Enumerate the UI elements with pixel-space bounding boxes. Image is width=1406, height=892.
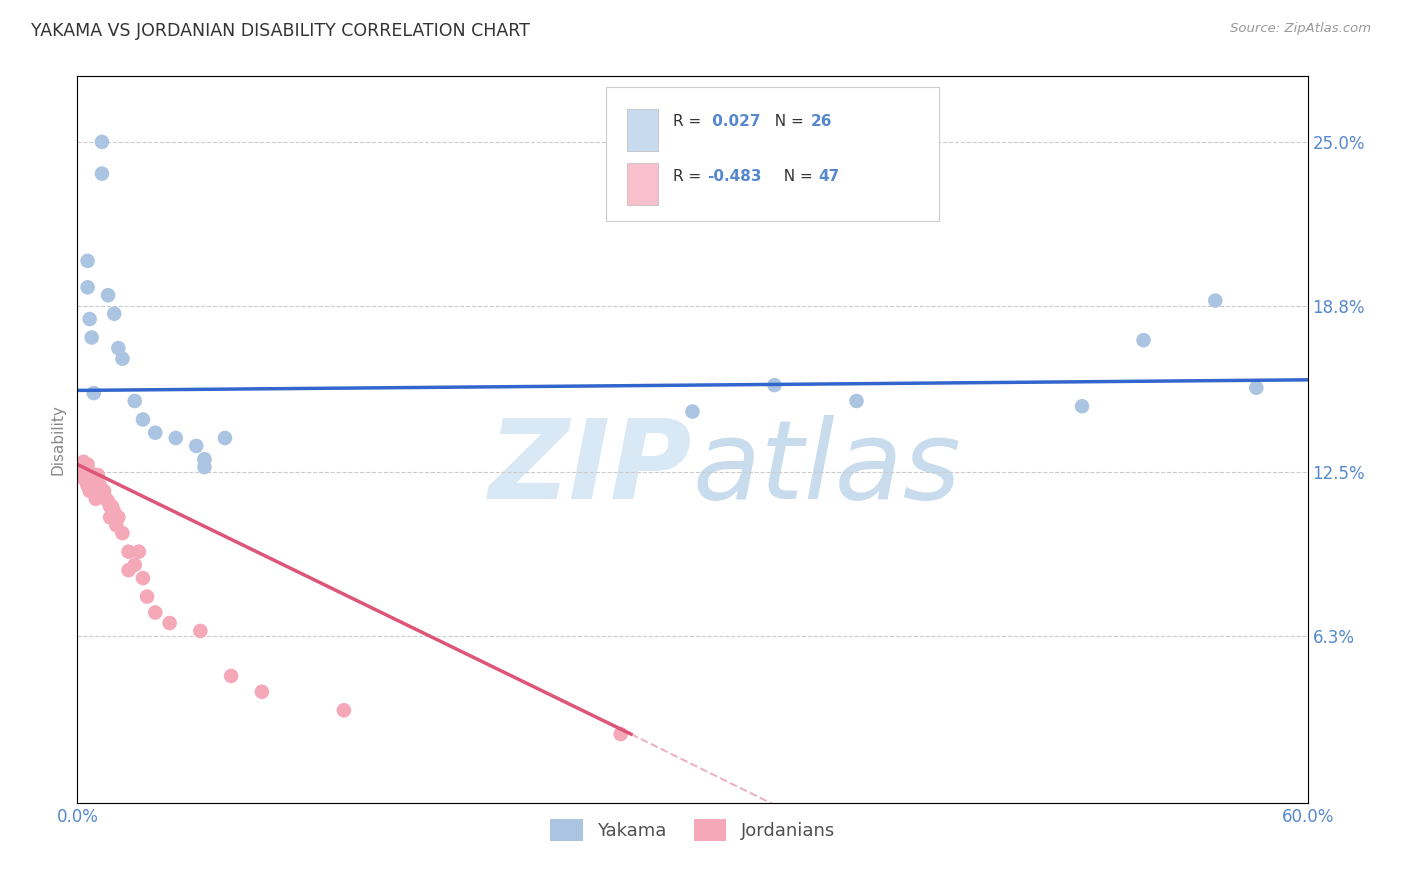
Text: 47: 47 [818,169,839,184]
Point [128,544,150,558]
Point [1246,381,1268,395]
Point [132,571,155,585]
Point [79,483,101,498]
Point [609,727,631,741]
Text: ZIP: ZIP [489,415,693,522]
Point [84,491,107,506]
Point [219,669,242,683]
Point [1132,333,1154,347]
Point [1204,293,1226,308]
FancyBboxPatch shape [606,87,939,221]
Point [87,489,110,503]
Point [682,404,704,418]
Point [124,394,146,409]
Text: R =: R = [673,169,706,184]
Point [186,439,208,453]
Point [83,483,105,498]
Point [1071,399,1094,413]
FancyBboxPatch shape [627,109,658,151]
Point [90,167,114,181]
Point [83,473,105,487]
Point [193,452,215,467]
Point [72,455,94,469]
Point [165,431,187,445]
Point [97,288,120,302]
Point [70,466,93,480]
Point [98,500,121,514]
Point [107,341,129,355]
Text: Source: ZipAtlas.com: Source: ZipAtlas.com [1230,22,1371,36]
Point [117,544,139,558]
Point [76,253,98,268]
Point [845,394,868,409]
Point [70,458,93,472]
Text: N =: N = [765,114,808,129]
Point [214,431,236,445]
Point [94,491,117,506]
Text: R =: R = [673,114,706,129]
Point [763,378,786,392]
Point [72,470,94,484]
Point [89,478,111,492]
Point [143,425,166,440]
Point [79,466,101,480]
Point [101,500,124,514]
Point [75,473,97,487]
Y-axis label: Disability: Disability [51,404,66,475]
Point [87,478,110,492]
Point [93,483,115,498]
Point [132,412,155,426]
Point [80,468,103,483]
Text: atlas: atlas [693,415,962,522]
Point [79,312,101,326]
Point [90,489,114,503]
Point [80,330,103,344]
FancyBboxPatch shape [627,163,658,205]
Point [98,510,121,524]
Text: -0.483: -0.483 [707,169,762,184]
Text: 0.027: 0.027 [707,114,761,129]
Point [159,615,181,630]
Point [80,478,103,492]
Text: 26: 26 [811,114,832,129]
Point [124,558,146,572]
Point [111,351,134,366]
Point [84,478,107,492]
Point [79,473,101,487]
Point [76,458,98,472]
Point [76,280,98,294]
Point [188,624,212,638]
Point [193,460,215,475]
Point [250,685,273,699]
Point [143,606,166,620]
Point [83,386,105,401]
Point [103,505,125,519]
Point [111,526,134,541]
Text: YAKAMA VS JORDANIAN DISABILITY CORRELATION CHART: YAKAMA VS JORDANIAN DISABILITY CORRELATI… [31,22,530,40]
Point [72,463,94,477]
Point [76,468,98,483]
Point [90,135,114,149]
Point [136,590,159,604]
Legend: Yakama, Jordanians: Yakama, Jordanians [543,812,842,848]
Point [107,510,129,524]
Point [75,460,97,475]
Point [97,494,120,508]
Point [105,518,128,533]
Point [117,563,139,577]
Point [76,478,98,492]
Text: N =: N = [773,169,817,184]
Point [87,468,110,483]
Point [333,703,356,717]
Point [103,307,125,321]
